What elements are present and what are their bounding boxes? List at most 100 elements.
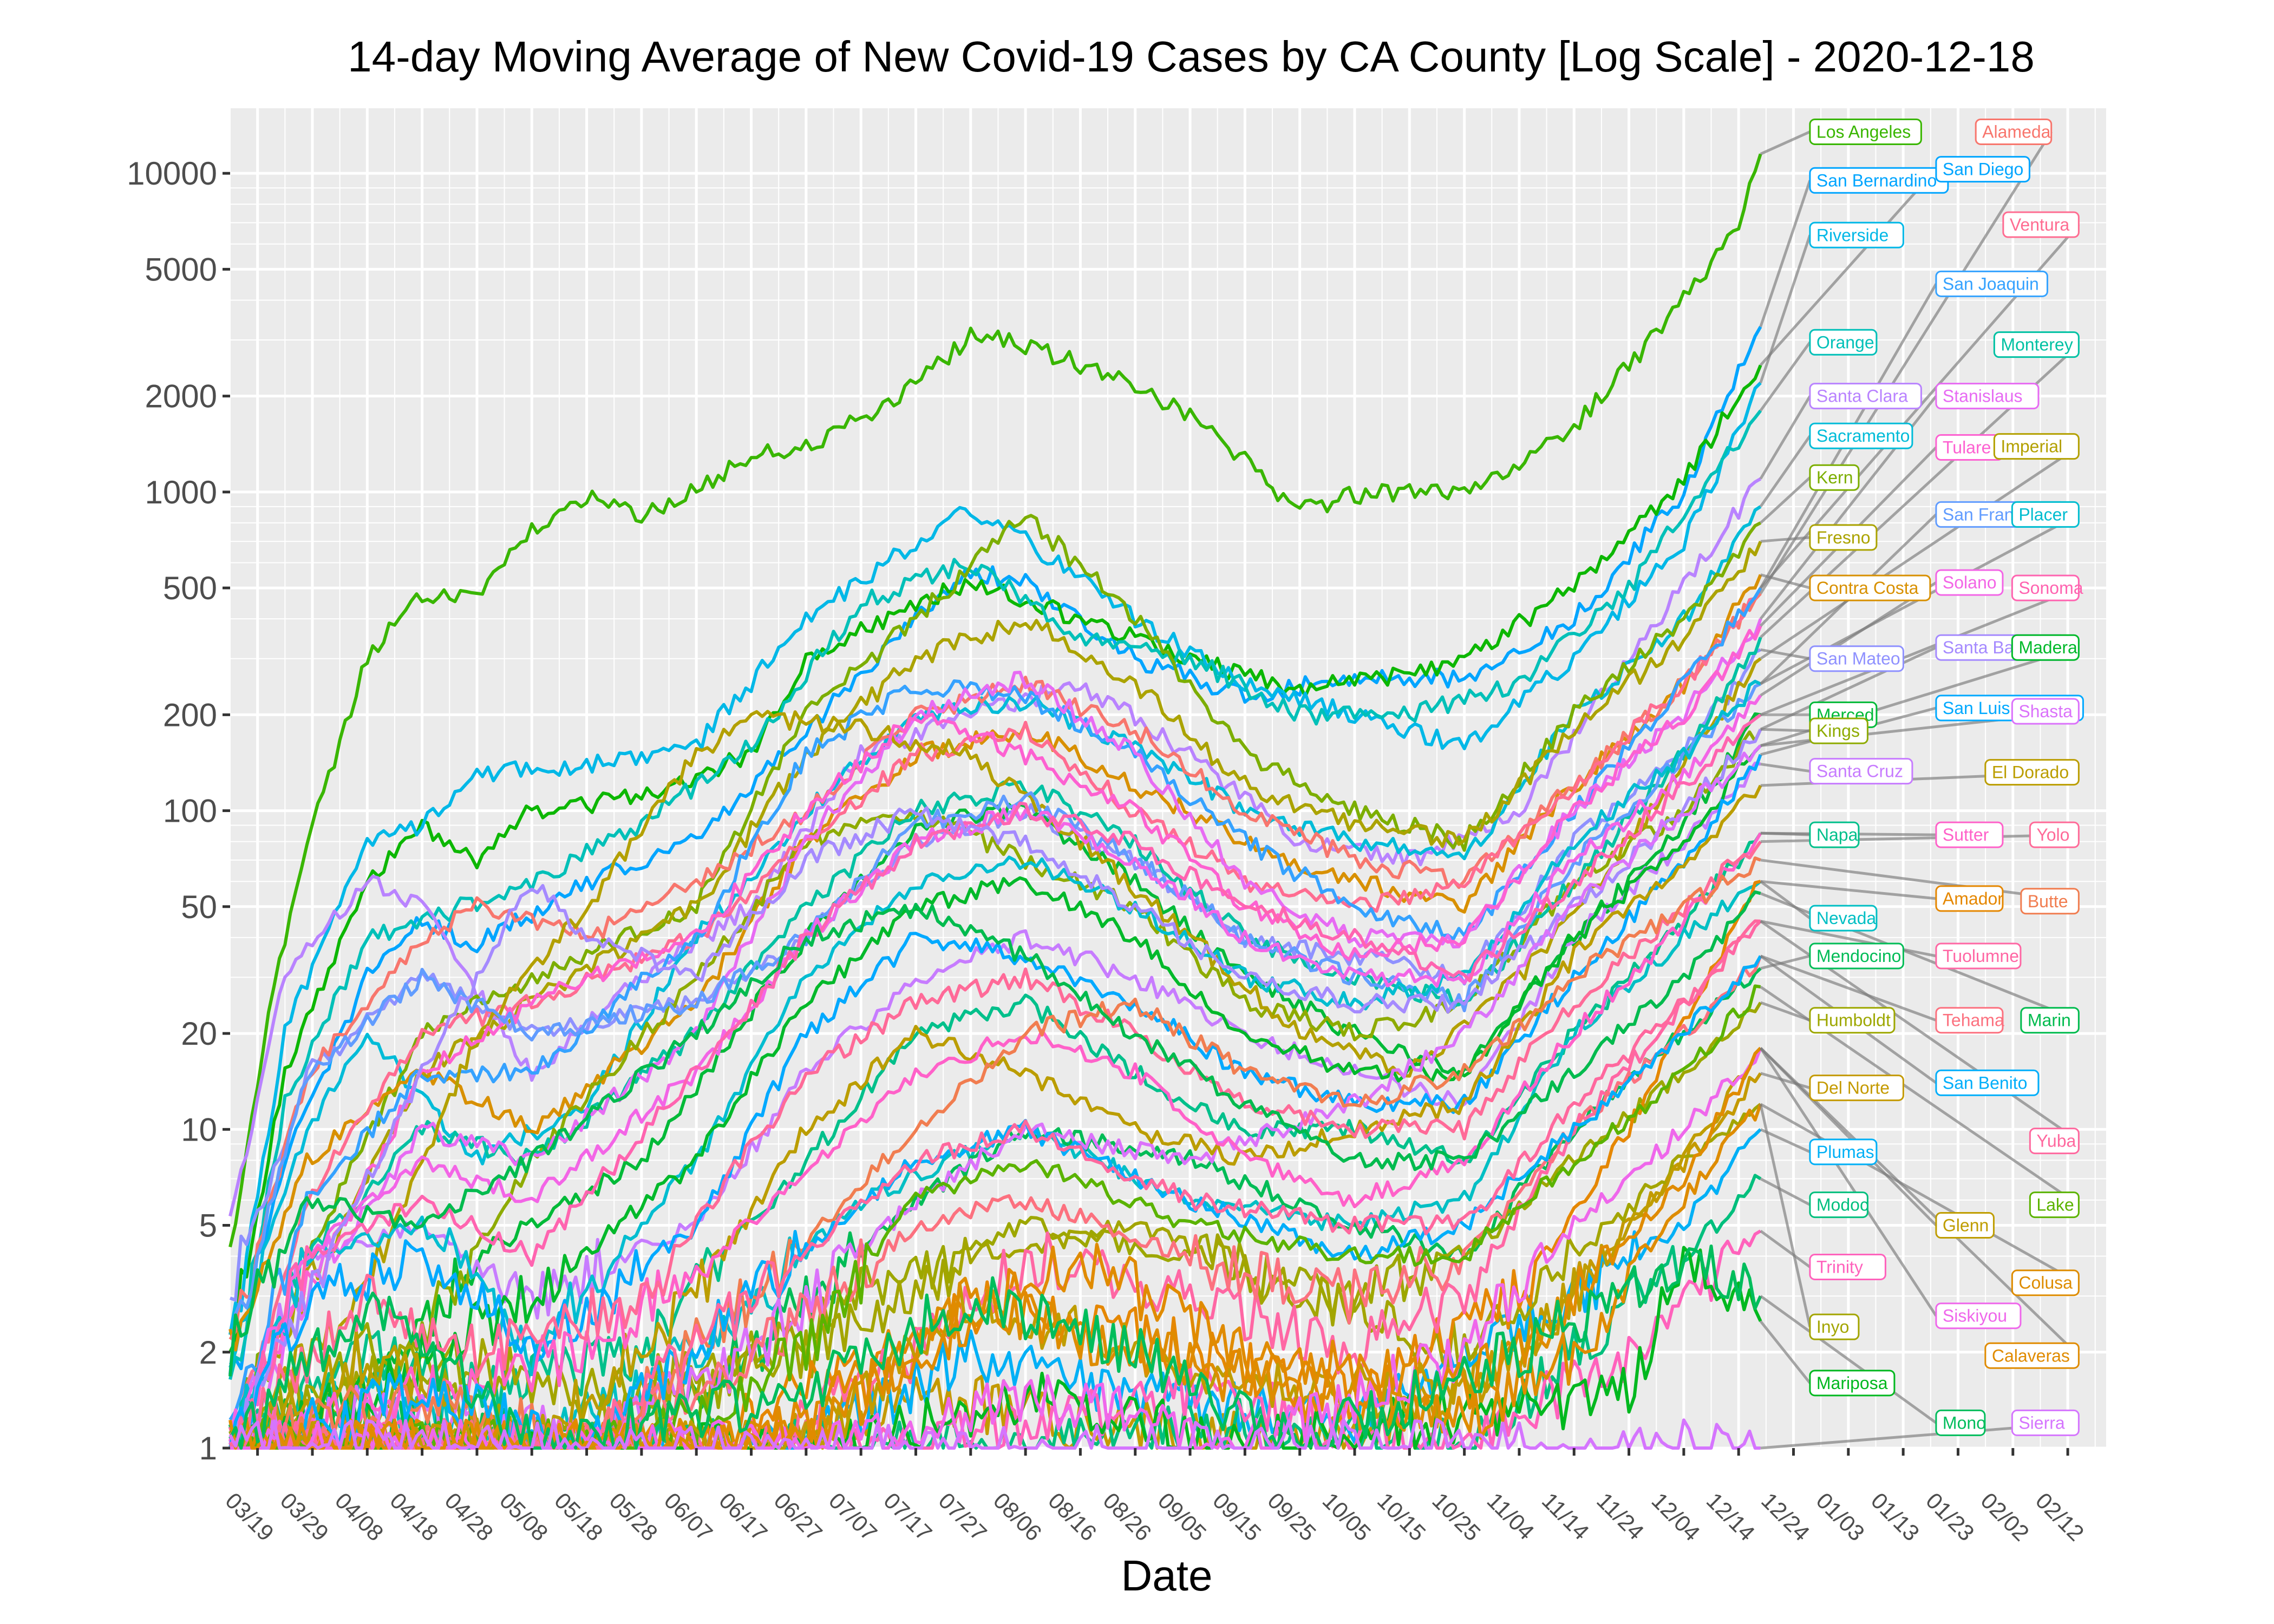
- county-label-box: [1809, 1075, 1904, 1102]
- y-axis: 1 2 5 10 20 50 100 200 500 1000 2000 5000 10000: [127, 155, 230, 1466]
- county-label: Stanislaus: [1935, 383, 2040, 410]
- x-axis: 03/1903/2904/0804/1804/2805/0805/1805/28…: [220, 1448, 2089, 1546]
- x-tick-label: 12/04: [1647, 1488, 1706, 1546]
- county-label-box: [1935, 569, 2004, 596]
- y-tick-label: 500: [163, 570, 217, 606]
- county-label-box: [2020, 1007, 2080, 1034]
- county-label-text: Trinity: [1816, 1257, 1863, 1276]
- county-label-text: Inyo: [1816, 1317, 1849, 1337]
- county-label-text: Glenn: [1943, 1216, 1989, 1235]
- series-line: [228, 505, 1762, 1368]
- county-label-box: [1993, 331, 2080, 358]
- x-tick-label: 04/08: [330, 1488, 389, 1546]
- x-tick-label: 09/15: [1208, 1488, 1266, 1546]
- county-label: Placer: [2011, 501, 2080, 528]
- county-label: San Diego: [1935, 156, 2030, 183]
- county-label: Colusa: [2011, 1269, 2080, 1296]
- series-line: [228, 1001, 1762, 1450]
- county-label: Plumas: [1809, 1138, 1878, 1165]
- county-label: Lake: [2029, 1191, 2080, 1219]
- county-label-text: Sacramento: [1816, 426, 1910, 446]
- county-label: Amador: [1935, 885, 2004, 912]
- x-tick-label: 05/28: [605, 1488, 663, 1546]
- county-label-text: Mendocino: [1816, 946, 1901, 966]
- county-label-text: Tehama: [1943, 1011, 2004, 1030]
- series-lines: [228, 153, 1762, 1450]
- county-label-text: Modoc: [1816, 1195, 1868, 1215]
- county-label-box: [1809, 821, 1860, 848]
- label-connector: [1760, 1128, 1811, 1154]
- county-label: Inyo: [1809, 1313, 1860, 1340]
- x-tick-label: 07/17: [879, 1488, 937, 1546]
- county-label-text: Tulare: [1943, 438, 1991, 457]
- x-tick-label: 11/14: [1537, 1488, 1594, 1544]
- series-line: [228, 382, 1762, 1335]
- county-label-box: [1809, 942, 1904, 970]
- county-label-text: Santa Cruz: [1816, 762, 1903, 781]
- county-label-text: Los Angeles: [1816, 122, 1911, 141]
- x-tick-label: 06/17: [714, 1488, 773, 1546]
- label-connector: [1759, 1104, 1812, 1327]
- county-label-box: [1809, 1191, 1868, 1219]
- county-label-box: [2002, 211, 2080, 238]
- county-label-text: Kings: [1816, 721, 1860, 741]
- series-line: [230, 1047, 1762, 1450]
- county-label-box: [2029, 821, 2080, 848]
- series-line: [228, 1245, 1762, 1450]
- county-label-text: Monterey: [2001, 335, 2073, 355]
- county-label-box: [2011, 634, 2080, 661]
- series-line: [228, 729, 1762, 1449]
- county-label: Butte: [2020, 888, 2080, 915]
- county-label-text: Plumas: [1816, 1142, 1874, 1162]
- county-label-text: Calaveras: [1992, 1346, 2070, 1365]
- label-connector: [1760, 728, 1810, 732]
- county-label-text: Fresno: [1816, 528, 1871, 547]
- county-label-text: San Mateo: [1816, 649, 1900, 669]
- county-label: Sierra: [2011, 1409, 2080, 1436]
- label-connector: [1759, 1320, 1811, 1384]
- x-tick-label: 01/13: [1866, 1488, 1925, 1546]
- county-label-box: [1809, 1370, 1896, 1397]
- label-connector: [1759, 131, 2053, 594]
- x-tick-label: 02/02: [1976, 1488, 2034, 1546]
- county-label: Shasta: [2011, 698, 2080, 725]
- county-label-text: Alameda: [1982, 122, 2051, 141]
- county-label-text: Sierra: [2018, 1413, 2065, 1432]
- county-label: El Dorado: [1984, 759, 2080, 786]
- county-label-box: [1809, 118, 1922, 145]
- county-label: Santa Cruz: [1809, 758, 1913, 785]
- county-label: San Bernardino: [1809, 167, 1949, 194]
- series-line: [228, 840, 1762, 1450]
- county-label: Yuba: [2029, 1128, 2080, 1155]
- county-label-box: [1809, 221, 1904, 248]
- county-label-text: Lake: [2036, 1195, 2074, 1215]
- county-label-text: Yuba: [2036, 1131, 2076, 1151]
- county-label: Kings: [1809, 717, 1868, 744]
- county-label-box: [1935, 1212, 1995, 1239]
- county-label-text: Riverside: [1816, 225, 1889, 245]
- x-axis-title: Date: [1121, 1551, 1213, 1600]
- county-label: Trinity: [1809, 1253, 1886, 1280]
- x-tick-label: 10/05: [1318, 1488, 1376, 1546]
- county-label-box: [2029, 1128, 2080, 1155]
- x-tick-label: 06/27: [769, 1488, 827, 1546]
- county-label: Alameda: [1975, 118, 2053, 145]
- county-label-text: Mariposa: [1816, 1373, 1888, 1393]
- series-line: [229, 856, 1761, 1450]
- y-tick-label: 2: [199, 1334, 217, 1371]
- county-label-text: San Diego: [1943, 160, 2023, 179]
- label-connector: [1759, 435, 1811, 508]
- x-tick-label: 08/06: [989, 1488, 1047, 1546]
- y-tick-label: 50: [181, 889, 217, 925]
- county-label-box: [1984, 759, 2080, 786]
- y-tick-label: 100: [163, 793, 217, 829]
- series-line: [228, 409, 1762, 1380]
- county-label-box: [1935, 942, 2022, 970]
- county-label-box: [1809, 574, 1931, 601]
- x-tick-label: 09/05: [1153, 1488, 1212, 1546]
- county-label: Contra Costa: [1809, 574, 1931, 601]
- county-label: Tuolumne: [1935, 942, 2022, 970]
- x-tick-label: 03/19: [220, 1488, 279, 1546]
- county-label-text: Yolo: [2036, 825, 2069, 844]
